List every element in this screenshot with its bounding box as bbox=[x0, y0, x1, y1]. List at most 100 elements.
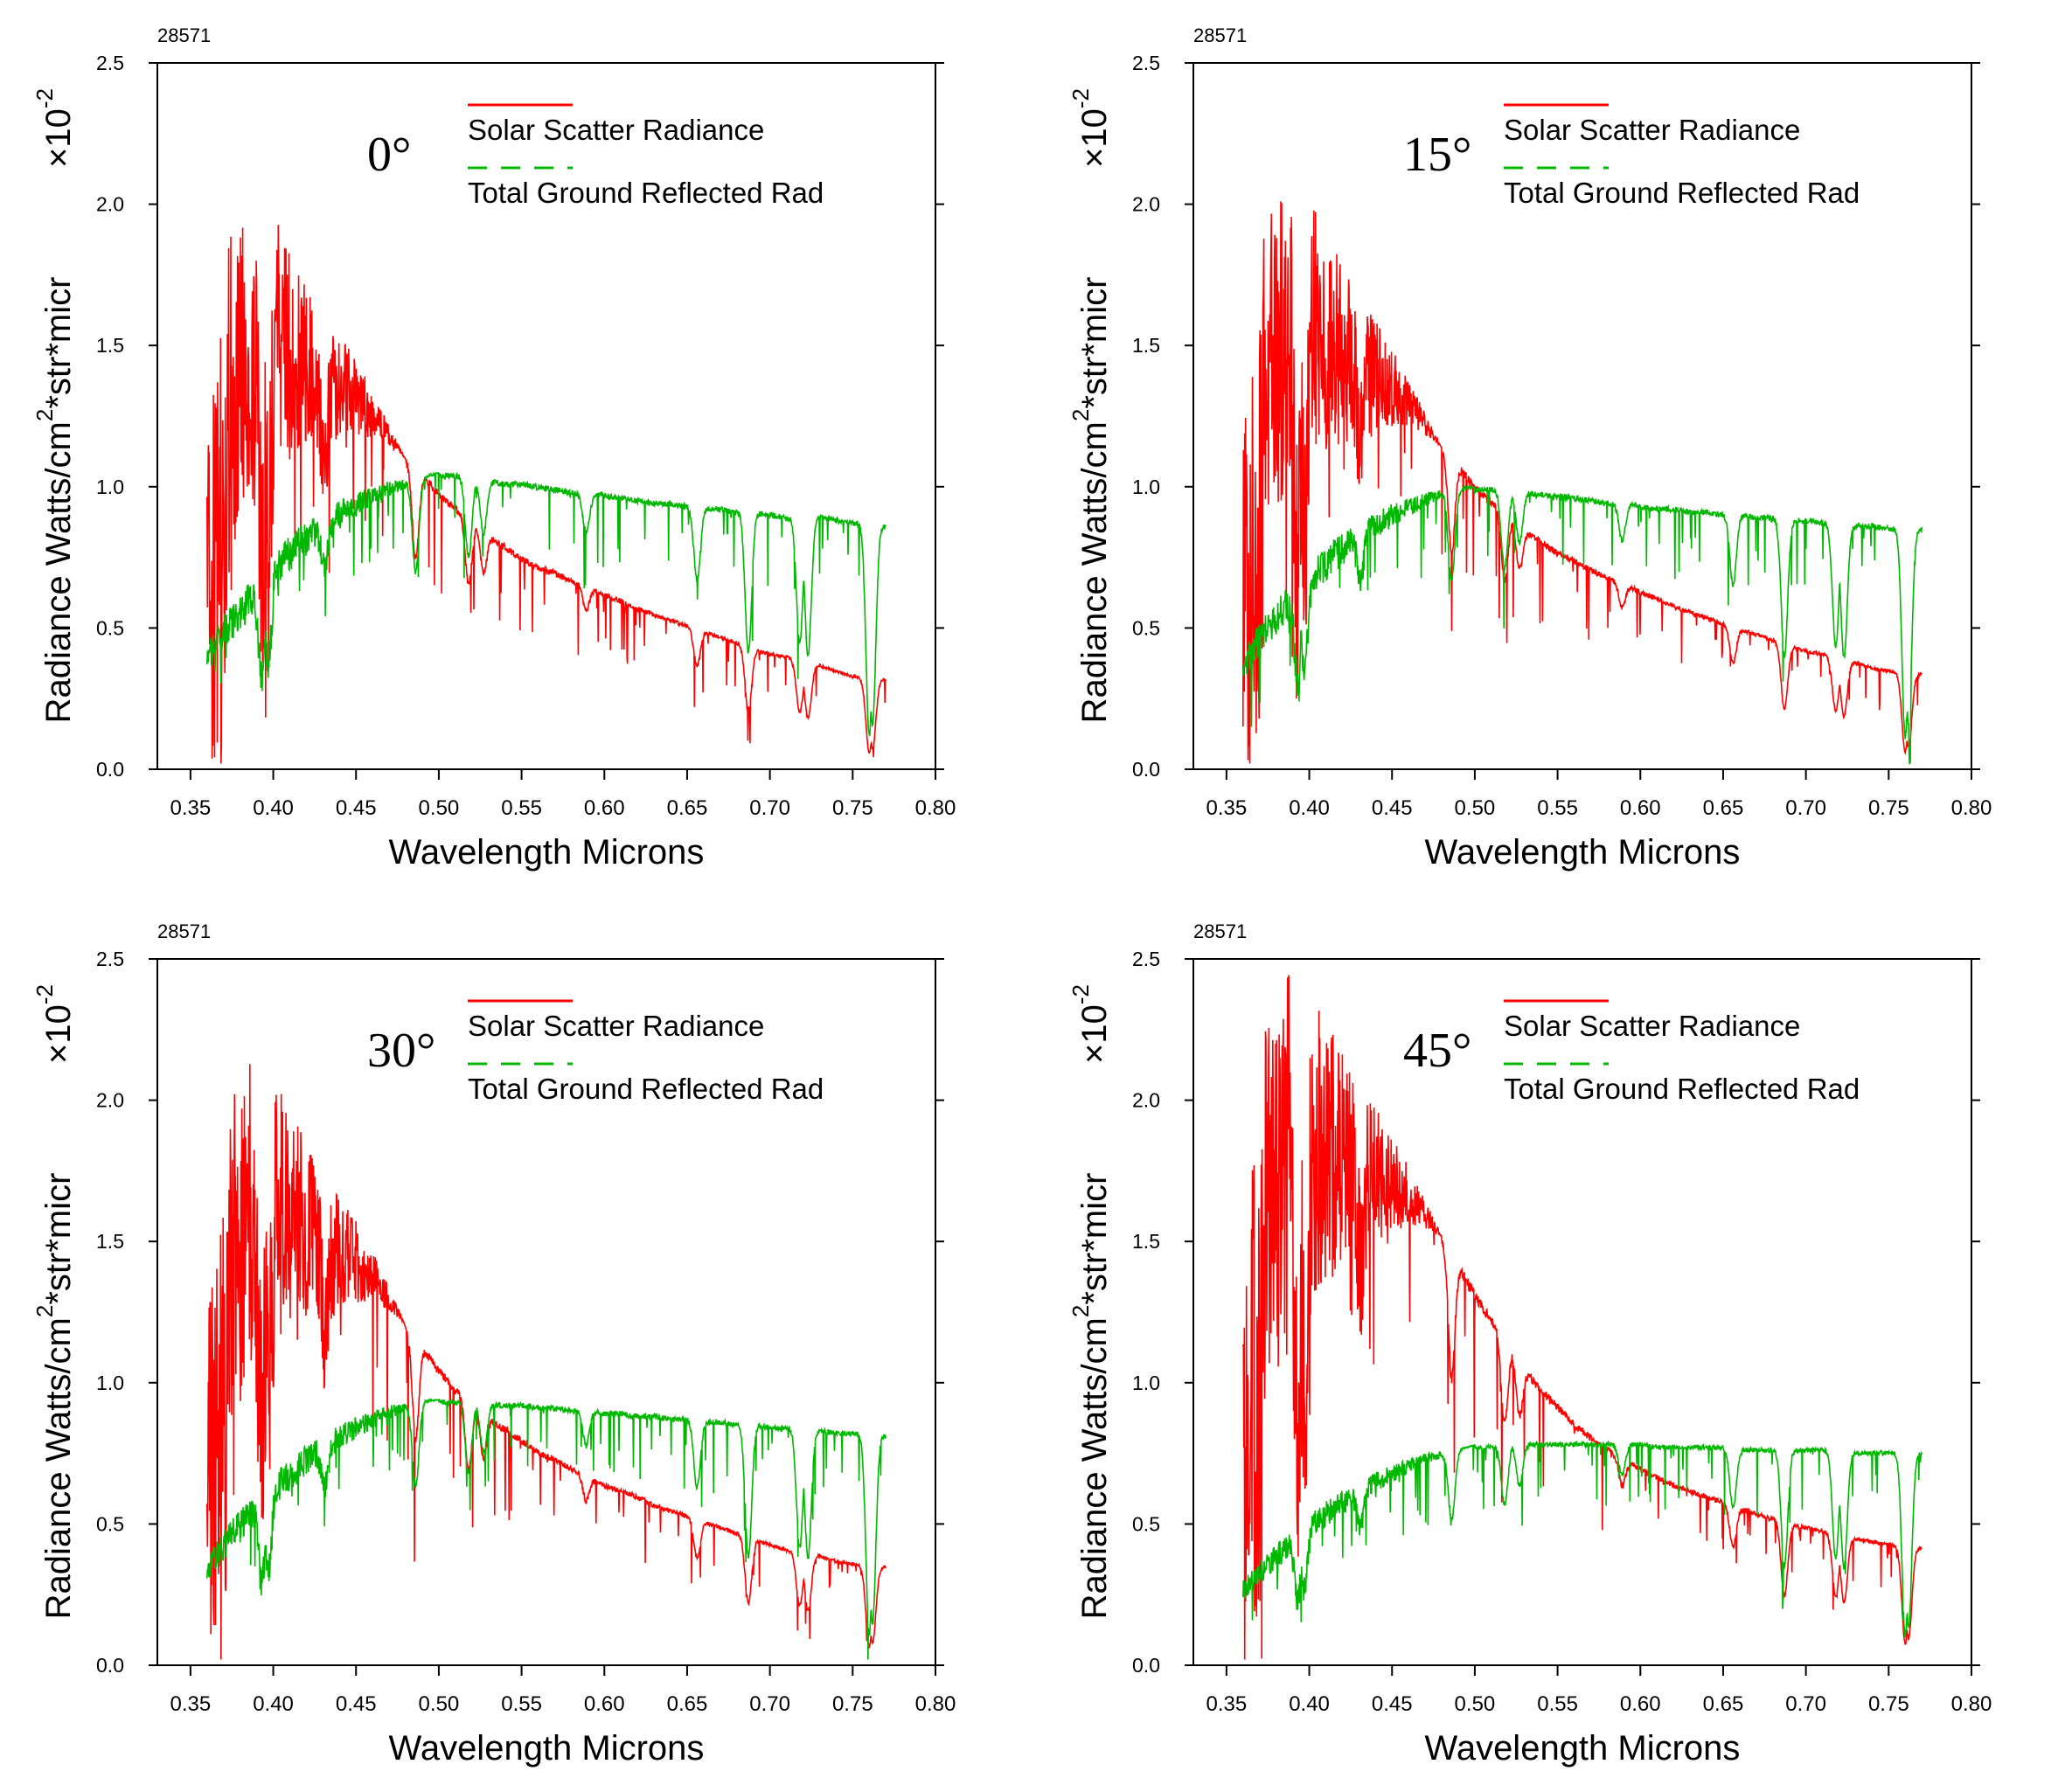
y-tick-label: 1.0 bbox=[96, 476, 124, 498]
y-axis-title: Radiance Watts/cm2*str*micr ×10-2 bbox=[31, 984, 78, 1619]
chart-panel-45deg: 28571 0.0 0.5 1.0 1.5 2.0 2.5 0.35 0.40 0.45 0.50 0… bbox=[1036, 896, 2072, 1792]
legend-ground-label: Total Ground Reflected Rad bbox=[1504, 1073, 1860, 1105]
y-axis-scale: ×10-2 bbox=[1067, 88, 1114, 168]
y-axis-scale-base: ×10 bbox=[39, 108, 78, 168]
y-tick-label: 2.0 bbox=[96, 1089, 124, 1112]
legend-ground-label: Total Ground Reflected Rad bbox=[468, 1073, 824, 1105]
y-tick-label: 0.5 bbox=[96, 1512, 124, 1535]
y-tick-label: 2.5 bbox=[1132, 52, 1160, 74]
y-axis-title-main: Radiance Watts/cm bbox=[1075, 1317, 1114, 1619]
run-id-label: 28571 bbox=[157, 24, 211, 46]
y-axis-scale-exp: -2 bbox=[1067, 984, 1094, 1004]
y-tick-label: 2.0 bbox=[1132, 1089, 1160, 1112]
y-axis-scale: ×10-2 bbox=[1067, 984, 1114, 1064]
x-tick-label: 0.50 bbox=[1455, 796, 1496, 820]
y-axis-title-sup: 2 bbox=[1067, 409, 1094, 421]
series-solar-scatter-radiance bbox=[206, 225, 887, 764]
y-tick-label: 1.5 bbox=[1132, 1230, 1160, 1253]
y-tick-label: 0.5 bbox=[96, 616, 124, 639]
y-axis-title-main: Radiance Watts/cm bbox=[1075, 421, 1114, 723]
y-axis-title: Radiance Watts/cm2*str*micr ×10-2 bbox=[1067, 88, 1114, 723]
x-tick-label: 0.55 bbox=[1537, 1692, 1578, 1716]
y-axis-title-sup: 2 bbox=[31, 409, 58, 421]
x-tick-label: 0.45 bbox=[336, 796, 377, 820]
x-axis-title: Wavelength Microns bbox=[1425, 1729, 1741, 1768]
x-tick-label: 0.45 bbox=[336, 1692, 377, 1716]
y-axis-scale-base: ×10 bbox=[39, 1004, 78, 1064]
y-axis-title: Radiance Watts/cm2*str*micr ×10-2 bbox=[1067, 984, 1114, 1619]
x-tick-label: 0.35 bbox=[1206, 1692, 1248, 1716]
x-tick-label: 0.80 bbox=[1951, 796, 1992, 820]
series-total-ground-reflected-rad bbox=[1242, 484, 1923, 765]
chart-svg: 28571 0.0 0.5 1.0 1.5 2.0 2.5 0.35 0.40 0.45 0.50 0… bbox=[1067, 24, 1992, 872]
x-axis-title: Wavelength Microns bbox=[389, 833, 705, 872]
y-axis-title-rest: *str*micr bbox=[1075, 277, 1114, 409]
x-tick-label: 0.80 bbox=[915, 1692, 956, 1716]
y-tick-label: 1.5 bbox=[96, 1230, 124, 1253]
series-solar-scatter-radiance bbox=[206, 1064, 887, 1660]
y-axis-title-text: Radiance Watts/cm2*str*micr bbox=[1067, 1173, 1114, 1620]
x-tick-label: 0.80 bbox=[915, 796, 956, 820]
y-axis-scale-exp: -2 bbox=[31, 88, 58, 108]
series-solar-scatter-radiance bbox=[1242, 201, 1923, 764]
y-tick-label: 1.5 bbox=[96, 334, 124, 357]
x-tick-label: 0.40 bbox=[253, 1692, 294, 1716]
x-tick-label: 0.75 bbox=[832, 796, 873, 820]
y-axis-scale-exp: -2 bbox=[1067, 88, 1094, 108]
y-axis-title-main: Radiance Watts/cm bbox=[39, 421, 78, 723]
run-id-label: 28571 bbox=[1193, 920, 1247, 942]
x-axis-title: Wavelength Microns bbox=[1425, 833, 1741, 872]
x-tick-label: 0.75 bbox=[1868, 796, 1909, 820]
x-tick-label: 0.75 bbox=[1868, 1692, 1909, 1716]
x-tick-label: 0.65 bbox=[1703, 1692, 1744, 1716]
y-tick-label: 2.5 bbox=[96, 948, 124, 970]
x-tick-label: 0.65 bbox=[667, 1692, 708, 1716]
x-tick-label: 0.55 bbox=[501, 796, 542, 820]
x-tick-label: 0.50 bbox=[1455, 1692, 1496, 1716]
y-tick-label: 1.0 bbox=[1132, 476, 1160, 498]
x-tick-label: 0.40 bbox=[1289, 1692, 1330, 1716]
x-tick-label: 0.50 bbox=[419, 1692, 460, 1716]
run-id-label: 28571 bbox=[1193, 24, 1247, 46]
chart-svg: 28571 0.0 0.5 1.0 1.5 2.0 2.5 0.35 0.40 0.45 0.50 0… bbox=[1067, 920, 1992, 1768]
chart-svg: 28571 0.0 0.5 1.0 1.5 2.0 2.5 0.35 0.40 0.45 0.50 0… bbox=[31, 920, 956, 1768]
legend-solar-label: Solar Scatter Radiance bbox=[468, 114, 764, 146]
y-axis-title-text: Radiance Watts/cm2*str*micr bbox=[31, 277, 78, 724]
y-tick-label: 1.0 bbox=[96, 1372, 124, 1394]
legend-solar-label: Solar Scatter Radiance bbox=[468, 1010, 764, 1042]
x-tick-label: 0.60 bbox=[584, 1692, 625, 1716]
series-total-ground-reflected-rad bbox=[206, 471, 887, 737]
y-axis-title-rest: *str*micr bbox=[39, 277, 78, 409]
y-axis-title-sup: 2 bbox=[31, 1305, 58, 1317]
chart-panel-30deg: 28571 0.0 0.5 1.0 1.5 2.0 2.5 0.35 0.40 0.45 0.50 0… bbox=[0, 896, 1036, 1792]
y-axis-title-text: Radiance Watts/cm2*str*micr bbox=[31, 1173, 78, 1620]
x-tick-label: 0.60 bbox=[1620, 1692, 1661, 1716]
x-tick-label: 0.65 bbox=[1703, 796, 1744, 820]
viewing-angle-label: 0° bbox=[367, 128, 411, 182]
x-tick-label: 0.70 bbox=[749, 796, 790, 820]
x-tick-label: 0.45 bbox=[1372, 796, 1413, 820]
x-tick-label: 0.60 bbox=[584, 796, 625, 820]
chart-panel-0deg: 28571 0.0 0.5 1.0 1.5 2.0 2.5 0.35 0.40 0.45 0.50 0… bbox=[0, 0, 1036, 896]
x-tick-label: 0.45 bbox=[1372, 1692, 1413, 1716]
y-tick-label: 1.5 bbox=[1132, 334, 1160, 357]
y-tick-label: 0.0 bbox=[1132, 758, 1160, 781]
run-id-label: 28571 bbox=[157, 920, 211, 942]
chart-svg: 28571 0.0 0.5 1.0 1.5 2.0 2.5 0.35 0.40 0.45 0.50 0… bbox=[31, 24, 956, 872]
x-tick-label: 0.35 bbox=[170, 796, 212, 820]
y-tick-label: 2.5 bbox=[1132, 948, 1160, 970]
x-tick-label: 0.40 bbox=[1289, 796, 1330, 820]
series-solar-scatter-radiance bbox=[1242, 975, 1923, 1660]
x-tick-label: 0.70 bbox=[749, 1692, 790, 1716]
x-tick-label: 0.50 bbox=[419, 796, 460, 820]
viewing-angle-label: 15° bbox=[1403, 128, 1471, 182]
y-axis-title-sup: 2 bbox=[1067, 1305, 1094, 1317]
y-tick-label: 1.0 bbox=[1132, 1372, 1160, 1394]
y-axis-scale-base: ×10 bbox=[1075, 108, 1114, 168]
x-tick-label: 0.70 bbox=[1785, 796, 1826, 820]
legend-ground-label: Total Ground Reflected Rad bbox=[468, 177, 824, 209]
legend-ground-label: Total Ground Reflected Rad bbox=[1504, 177, 1860, 209]
y-axis-title-text: Radiance Watts/cm2*str*micr bbox=[1067, 277, 1114, 724]
chart-panel-15deg: 28571 0.0 0.5 1.0 1.5 2.0 2.5 0.35 0.40 0.45 0.50 0… bbox=[1036, 0, 2072, 896]
y-tick-label: 0.0 bbox=[96, 1654, 124, 1677]
